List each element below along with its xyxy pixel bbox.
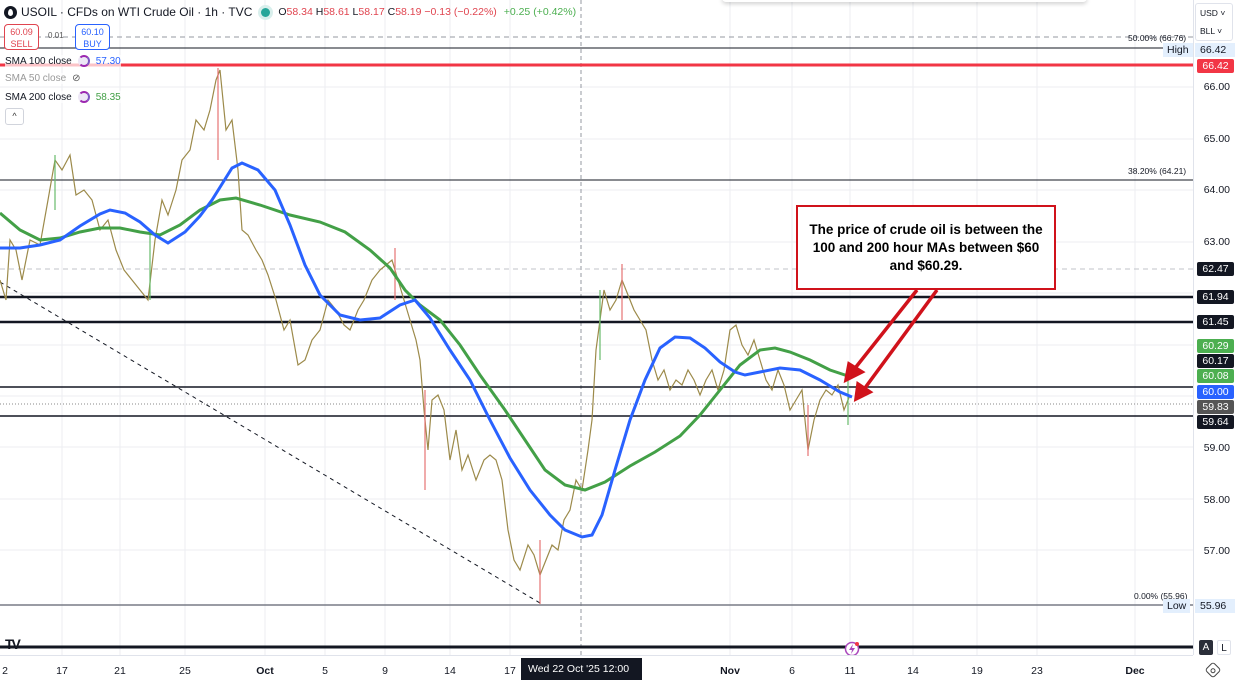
- unit-select[interactable]: BLL ˅: [1200, 26, 1223, 36]
- loading-icon: [77, 91, 90, 103]
- price-tag-66-42: 66.42: [1197, 59, 1234, 73]
- price-tag-60-08: 60.08: [1197, 369, 1234, 383]
- fib-label-38: 38.20% (64.21): [1128, 166, 1187, 176]
- high-label: High: [1163, 43, 1193, 57]
- fib-label-50: 50.00% (66.76): [1128, 33, 1187, 43]
- sell-label: SELL: [10, 39, 33, 49]
- buy-price: 60.10: [81, 27, 104, 37]
- price-tag-61-45: 61.45: [1197, 315, 1234, 329]
- currency-select[interactable]: USD ˅: [1200, 8, 1226, 18]
- price-chart[interactable]: [0, 0, 1193, 655]
- sell-price: 60.09: [10, 27, 33, 37]
- buy-button[interactable]: 60.10 BUY: [75, 24, 110, 50]
- sma-100-line: [0, 161, 853, 539]
- settings-gear-icon[interactable]: [1204, 661, 1222, 679]
- event-flash-icon: [844, 641, 860, 655]
- sma-200-line: [0, 196, 855, 492]
- oil-drop-icon: [4, 5, 17, 19]
- price-tag-60-17: 60.17: [1197, 354, 1234, 368]
- price-tag-62-47: 62.47: [1197, 262, 1234, 276]
- indicator-sma-200[interactable]: SMA 200 close 58.35: [5, 91, 121, 103]
- symbol-header[interactable]: USOIL · CFDs on WTI Crude Oil · 1h · TVC…: [4, 5, 576, 19]
- indicator-sma-50[interactable]: SMA 50 close ⊘: [5, 73, 85, 84]
- collapse-legend-button[interactable]: ^: [5, 108, 24, 125]
- symbol-title: USOIL · CFDs on WTI Crude Oil · 1h · TVC: [21, 5, 253, 19]
- low-label: Low: [1163, 599, 1191, 613]
- annotation-box[interactable]: The price of crude oil is between the 10…: [796, 205, 1056, 290]
- log-scale-button[interactable]: L: [1217, 640, 1231, 655]
- ohlc-values: O58.34 H58.61 L58.17 C58.19 −0.13 (−0.22…: [278, 6, 577, 18]
- price-tag-61-94: 61.94: [1197, 290, 1234, 304]
- spread-value: 0.01: [48, 31, 64, 40]
- support-resistance-lines: [0, 47, 1193, 649]
- eye-hidden-icon[interactable]: ⊘: [72, 73, 81, 84]
- fib-label-0: 0.00% (55.96): [1134, 591, 1188, 601]
- annotation-arrows: [843, 288, 939, 403]
- price-tag-59-64: 59.64: [1197, 415, 1234, 429]
- auto-scale-button[interactable]: A: [1199, 640, 1213, 655]
- tradingview-logo[interactable]: TV: [5, 636, 21, 652]
- change-value: −0.13 (−0.22%): [424, 6, 497, 18]
- top-floating-panel: [722, 0, 1087, 2]
- buy-label: BUY: [83, 39, 102, 49]
- currency-unit-box: [1195, 3, 1233, 41]
- market-status-icon: [261, 7, 271, 17]
- trendline: [0, 281, 541, 604]
- ext-change-value: +0.25 (+0.42%): [503, 6, 577, 18]
- price-candles: [0, 69, 851, 577]
- indicator-sma-100[interactable]: SMA 100 close 57.30: [5, 55, 121, 67]
- low-value: 55.96: [1195, 599, 1235, 613]
- sell-button[interactable]: 60.09 SELL: [4, 24, 39, 50]
- price-tag-60-29: 60.29: [1197, 339, 1234, 353]
- loading-icon: [77, 55, 90, 67]
- price-tag-59-83: 59.83: [1197, 400, 1234, 414]
- price-tag-60-00: 60.00: [1197, 385, 1234, 399]
- crosshair-time-label: Wed 22 Oct '25 12:00: [521, 658, 642, 680]
- high-value: 66.42: [1195, 43, 1235, 57]
